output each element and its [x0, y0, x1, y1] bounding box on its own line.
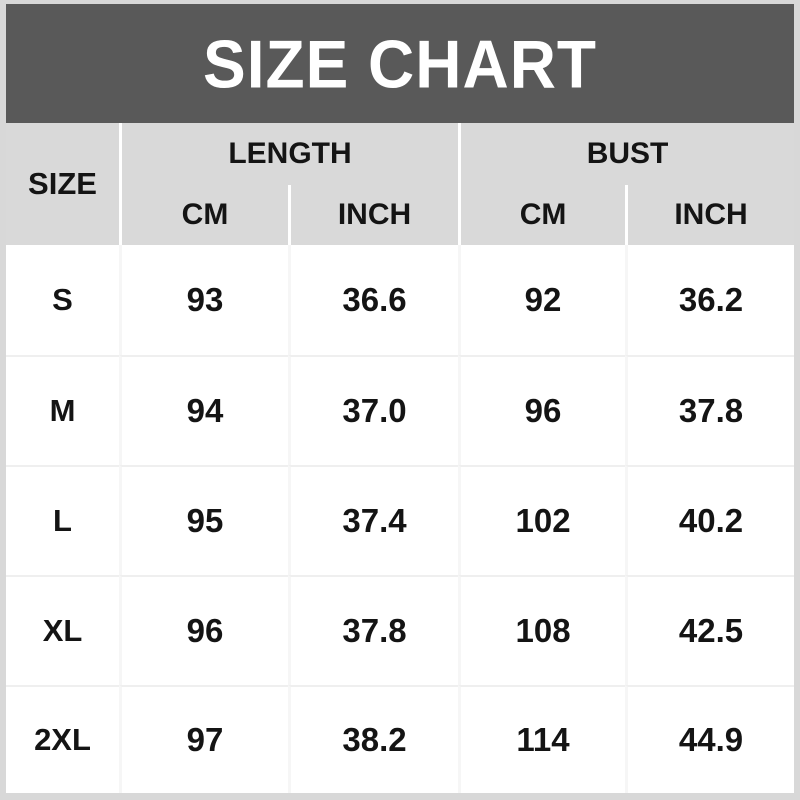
table-row-l: L 95 37.4 102 40.2	[6, 465, 795, 575]
size-cell: M	[6, 355, 119, 465]
bust-cm-header: CM	[458, 185, 626, 245]
length-inch-header: INCH	[288, 185, 459, 245]
group-header-row: SIZE LENGTH BUST	[6, 123, 795, 245]
length-inch-cell: 37.4	[288, 465, 459, 575]
size-chart-banner: SIZE CHART	[6, 4, 794, 123]
bust-cm-cell: 96	[458, 355, 626, 465]
size-cell: XL	[6, 575, 119, 685]
length-inch-cell: 37.0	[288, 355, 459, 465]
length-inch-cell: 38.2	[288, 685, 459, 793]
length-group-header: LENGTH	[119, 123, 459, 185]
table-row-2xl: 2XL 97 38.2 114 44.9	[6, 685, 795, 793]
bust-inch-header: INCH	[625, 185, 795, 245]
length-cm-cell: 96	[119, 575, 288, 685]
bust-inch-cell: 42.5	[625, 575, 795, 685]
length-cm-cell: 93	[119, 245, 288, 355]
table-row-xl: XL 96 37.8 108 42.5	[6, 575, 795, 685]
bust-inch-cell: 37.8	[625, 355, 795, 465]
length-cm-cell: 94	[119, 355, 288, 465]
length-inch-cell: 36.6	[288, 245, 459, 355]
size-table-body: S 93 36.6 92 36.2 M 94 37.0 96 37.8 L 95…	[6, 245, 795, 793]
bust-cm-cell: 108	[458, 575, 626, 685]
table-row-s: S 93 36.6 92 36.2	[6, 245, 795, 355]
size-cell: 2XL	[6, 685, 119, 793]
table-row-m: M 94 37.0 96 37.8	[6, 355, 795, 465]
bust-inch-cell: 36.2	[625, 245, 795, 355]
size-table: SIZE LENGTH BUST CM INCH CM INCH S 93 36…	[6, 123, 795, 793]
bust-inch-cell: 44.9	[625, 685, 795, 793]
bust-group-header: BUST	[458, 123, 795, 185]
size-cell: S	[6, 245, 119, 355]
page-title: SIZE CHART	[203, 25, 597, 102]
bust-inch-cell: 40.2	[625, 465, 795, 575]
bust-cm-cell: 92	[458, 245, 626, 355]
bust-cm-cell: 114	[458, 685, 626, 793]
bust-cm-cell: 102	[458, 465, 626, 575]
length-cm-header: CM	[119, 185, 288, 245]
size-table-header: SIZE LENGTH BUST CM INCH CM INCH	[6, 123, 795, 245]
length-inch-cell: 37.8	[288, 575, 459, 685]
length-cm-cell: 95	[119, 465, 288, 575]
length-cm-cell: 97	[119, 685, 288, 793]
unit-header-row: CM INCH CM INCH	[6, 185, 795, 245]
size-cell: L	[6, 465, 119, 575]
size-column-header: SIZE	[6, 123, 119, 245]
